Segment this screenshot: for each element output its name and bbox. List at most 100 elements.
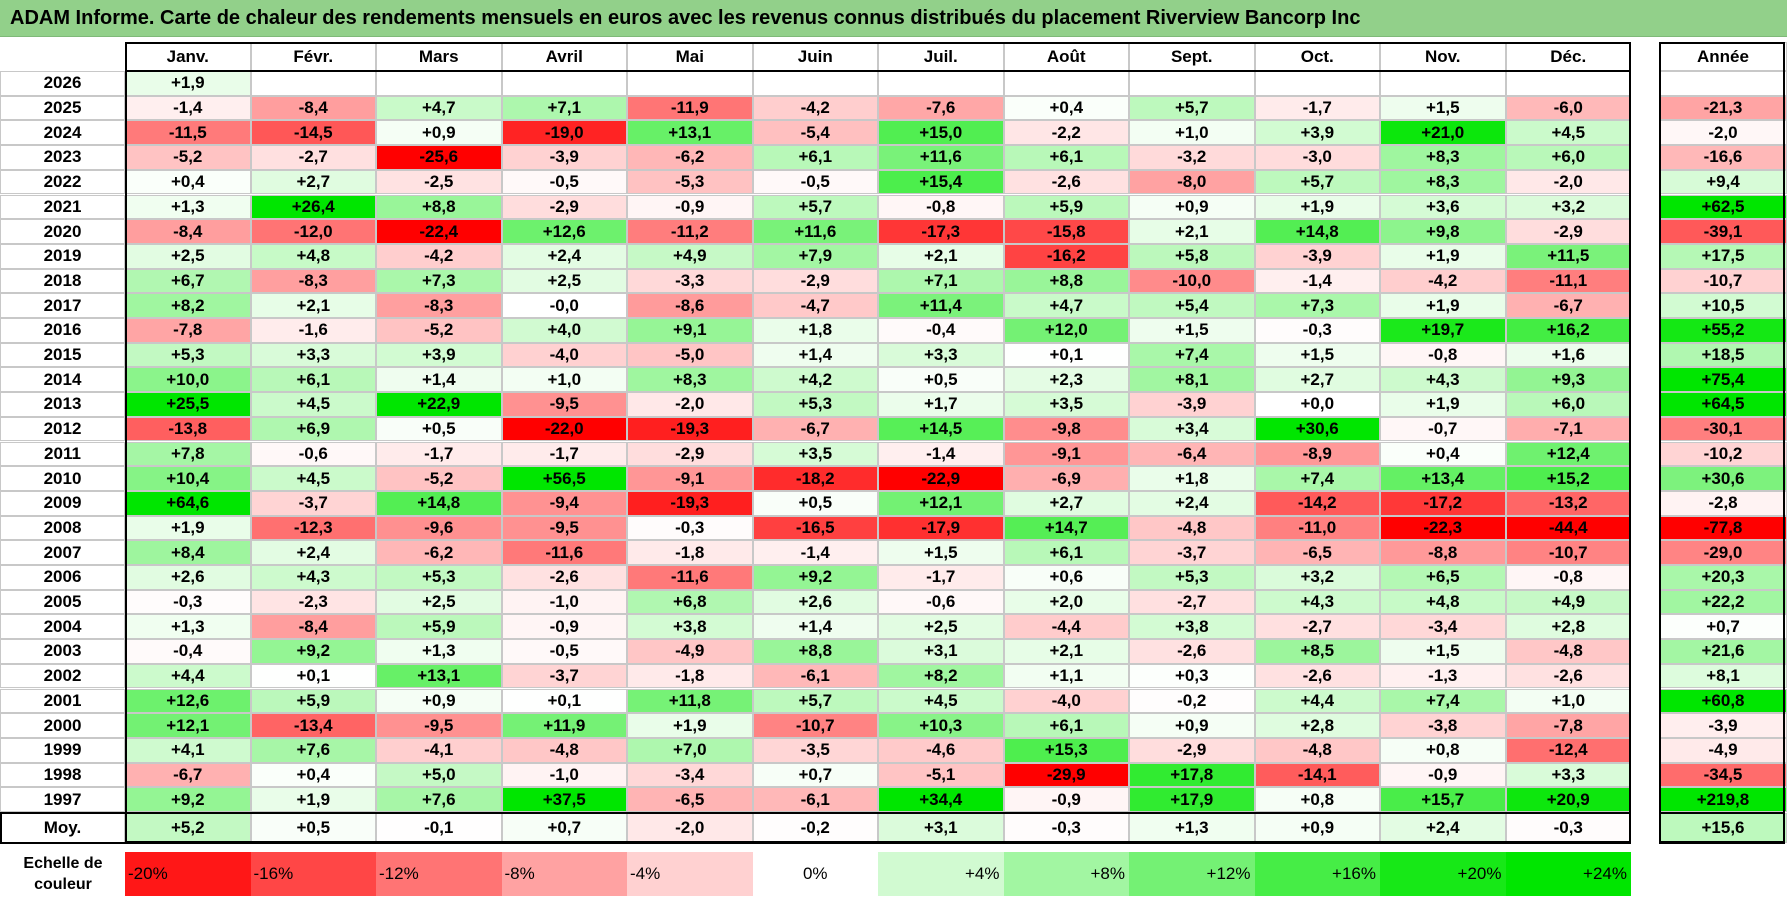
heat-cell: +1,7 (878, 392, 1004, 417)
heat-cell: +1,5 (878, 540, 1004, 565)
average-cell: +5,2 (125, 813, 251, 843)
heat-cell: +9,2 (250, 639, 376, 664)
annual-cell: -21,3 (1659, 95, 1787, 121)
heat-cell: -1,7 (878, 565, 1004, 590)
heat-cell: +6,0 (1505, 392, 1631, 417)
heat-cell: +2,1 (1129, 219, 1255, 244)
year-label: 2025 (0, 95, 125, 121)
heat-cell: -12,3 (250, 515, 376, 541)
average-annual-cell: +15,6 (1659, 813, 1787, 843)
column-header: Sept. (1129, 42, 1255, 71)
annual-cell: -29,0 (1659, 540, 1787, 565)
heat-cell: +4,3 (250, 565, 376, 590)
heat-cell: -4,2 (376, 243, 502, 269)
average-label: Moy. (0, 813, 125, 843)
heat-cell: -4,8 (1129, 515, 1255, 541)
heat-cell: -0,6 (878, 589, 1004, 615)
color-scale-swatch: -8% (501, 852, 627, 896)
color-scale-swatch: +24% (1505, 852, 1631, 896)
year-label: 2014 (0, 367, 125, 393)
heat-cell: -7,8 (1505, 713, 1631, 738)
heat-cell: +1,5 (1380, 639, 1506, 664)
heat-cell: -0,3 (125, 589, 251, 615)
year-label: 2006 (0, 565, 125, 590)
heat-cell: +8,8 (1003, 268, 1129, 294)
column-header: Mars (376, 42, 502, 71)
heat-cell: -1,7 (501, 441, 627, 467)
heat-cell: -6,0 (1505, 95, 1631, 121)
heat-cell: +7,3 (1254, 293, 1380, 318)
annual-cell: +219,8 (1659, 787, 1787, 812)
heat-cell: +34,4 (878, 787, 1004, 812)
heat-cell: +7,9 (752, 243, 878, 269)
heat-cell: +0,5 (376, 416, 502, 442)
annual-cell: +0,7 (1659, 614, 1787, 640)
annual-cell: +10,5 (1659, 293, 1787, 318)
annual-cell: -77,8 (1659, 515, 1787, 541)
heat-cell: -2,9 (501, 194, 627, 220)
heat-cell: -5,0 (627, 342, 753, 368)
heat-cell: -13,8 (125, 416, 251, 442)
heat-cell: +2,5 (125, 243, 251, 269)
heat-cell: +1,3 (125, 194, 251, 220)
heat-cell: -2,0 (1505, 169, 1631, 195)
heat-cell: -19,3 (627, 416, 753, 442)
heat-cell: -6,7 (125, 762, 251, 788)
heat-cell: +4,4 (125, 663, 251, 689)
heat-cell: +7,3 (376, 268, 502, 294)
heat-cell: -3,4 (627, 762, 753, 788)
heat-cell: -4,7 (752, 293, 878, 318)
heat-cell: -4,0 (1003, 688, 1129, 714)
heat-cell: +7,0 (627, 737, 753, 763)
average-cell: -0,3 (1505, 813, 1631, 843)
annual-cell: -34,5 (1659, 762, 1787, 788)
annual-cell: -4,9 (1659, 737, 1787, 763)
heat-cell: +10,0 (125, 367, 251, 393)
heat-cell: +5,9 (376, 614, 502, 640)
annual-cell: +55,2 (1659, 318, 1787, 343)
heat-cell: +14,8 (1254, 219, 1380, 244)
heat-cell: -6,1 (752, 787, 878, 812)
heat-cell: -22,0 (501, 416, 627, 442)
heat-cell: -7,8 (125, 318, 251, 343)
heat-cell: +7,8 (125, 441, 251, 467)
heat-cell: +6,1 (1003, 540, 1129, 565)
heat-cell: -6,7 (1505, 293, 1631, 318)
heat-cell: -10,0 (1129, 268, 1255, 294)
heat-cell: +4,5 (250, 392, 376, 417)
heat-cell: +4,5 (878, 688, 1004, 714)
heat-cell: +12,6 (501, 219, 627, 244)
chart-title: ADAM Informe. Carte de chaleur des rende… (10, 7, 1361, 29)
heat-cell: +11,8 (627, 688, 753, 714)
heat-cell: +30,6 (1254, 416, 1380, 442)
color-scale-swatch: +12% (1129, 852, 1255, 896)
year-label: 2026 (0, 71, 125, 96)
heat-cell: +8,5 (1254, 639, 1380, 664)
heat-cell: -0,4 (878, 318, 1004, 343)
heat-cell: -1,7 (1254, 95, 1380, 121)
heat-cell: +16,2 (1505, 318, 1631, 343)
heat-cell: -1,3 (1380, 663, 1506, 689)
heat-cell: -0,9 (1380, 762, 1506, 788)
heat-cell: -7,6 (878, 95, 1004, 121)
heat-cell: -14,2 (1254, 490, 1380, 516)
heat-cell: +7,4 (1380, 688, 1506, 714)
average-cell: -0,1 (376, 813, 502, 843)
heat-cell: -9,6 (376, 515, 502, 541)
heat-cell: +4,2 (752, 367, 878, 393)
heat-cell: +15,0 (878, 120, 1004, 146)
annual-cell: -2,8 (1659, 490, 1787, 516)
heat-cell: +13,1 (376, 663, 502, 689)
heat-cell: -4,2 (1380, 268, 1506, 294)
heat-cell: +0,5 (878, 367, 1004, 393)
heat-cell: +1,1 (1003, 663, 1129, 689)
annual-cell: -39,1 (1659, 219, 1787, 244)
heat-cell: -6,9 (1003, 466, 1129, 491)
year-label: 2021 (0, 194, 125, 220)
color-scale-swatch: -16% (250, 852, 376, 896)
heat-cell: +10,4 (125, 466, 251, 491)
heat-cell: +1,9 (125, 515, 251, 541)
heat-cell: -2,7 (1254, 614, 1380, 640)
heat-cell: +21,0 (1380, 120, 1506, 146)
heat-cell: -3,9 (1129, 392, 1255, 417)
